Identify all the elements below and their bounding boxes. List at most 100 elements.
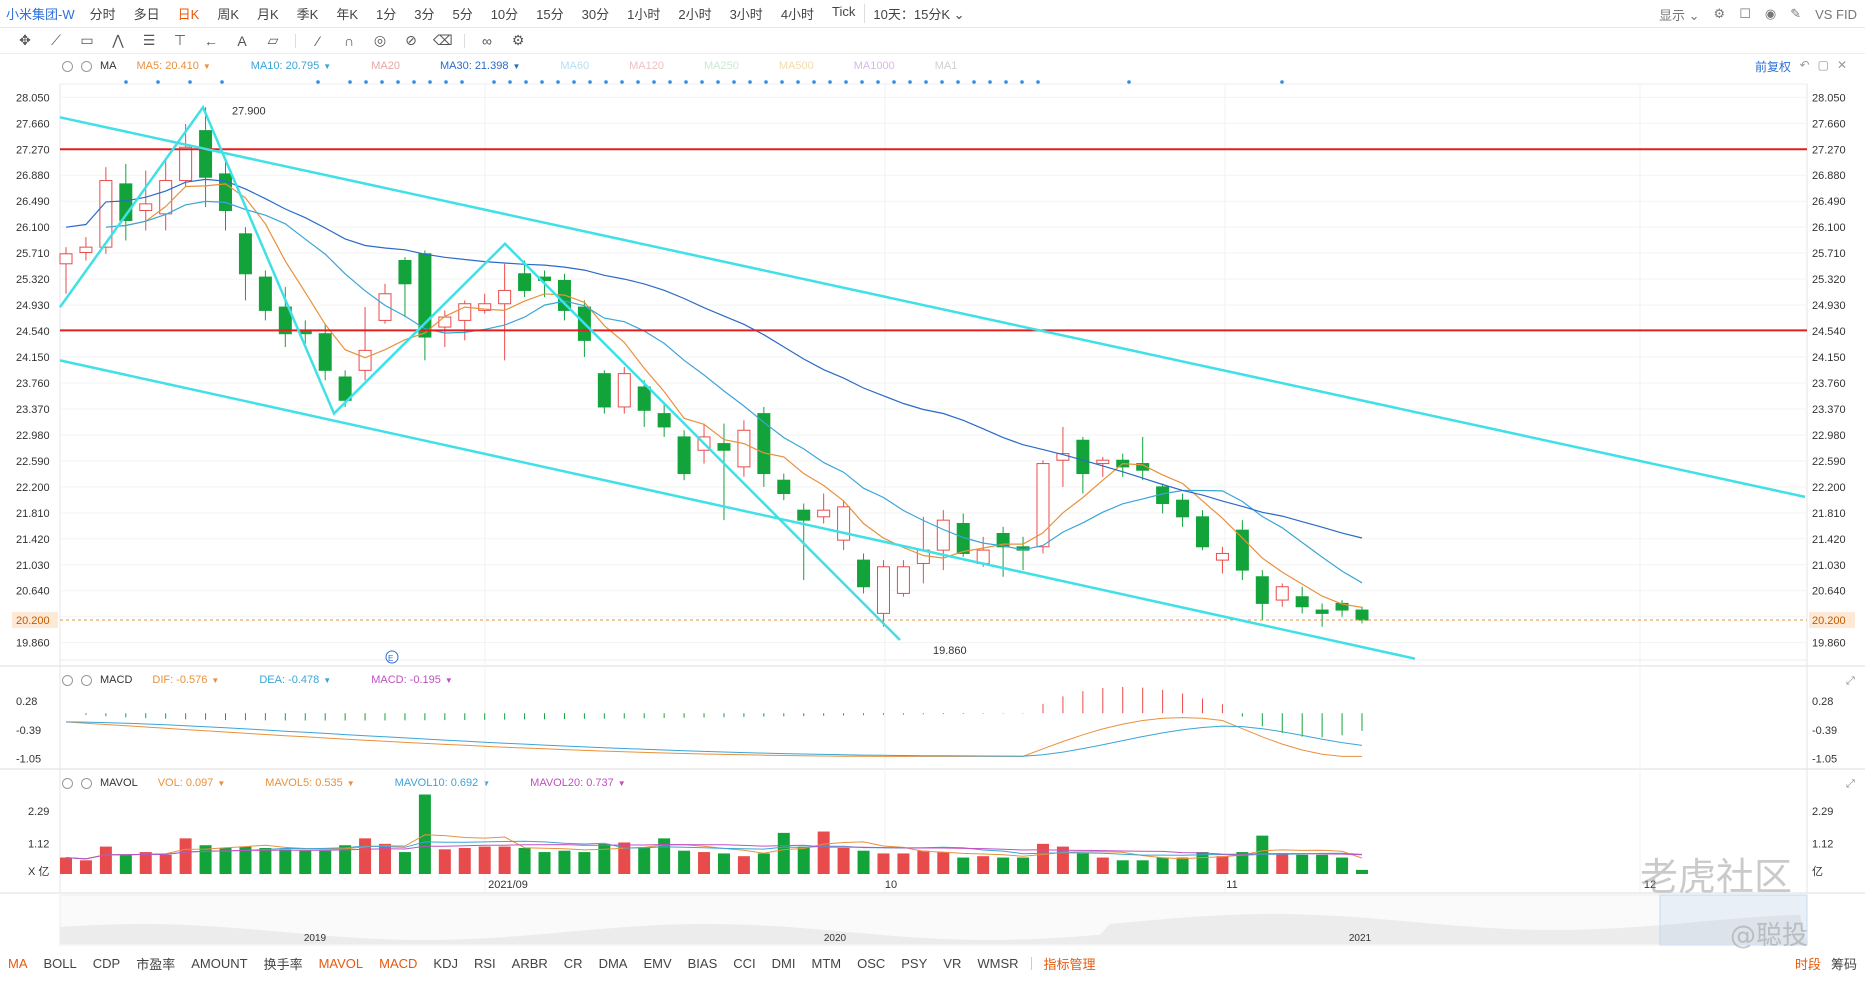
candle-body[interactable] <box>518 273 532 291</box>
measure-icon[interactable]: ⊤ <box>173 32 187 48</box>
magnet-icon[interactable]: ∩ <box>343 32 355 49</box>
indicator-tab[interactable]: WMSR <box>977 955 1019 971</box>
indicator-value[interactable]: MA5: 20.410 ▼ <box>137 60 211 72</box>
event-marker[interactable] <box>385 650 399 664</box>
period-tab[interactable]: 15分 <box>536 7 564 22</box>
indicator-value[interactable]: MA60 <box>560 60 589 72</box>
candle-body[interactable] <box>1355 609 1369 621</box>
indicator-value[interactable]: MAVOL10: 0.692 ▼ <box>395 777 491 789</box>
candle-body[interactable] <box>777 479 791 495</box>
close-icon[interactable] <box>81 60 92 72</box>
indicator-tab[interactable]: DMI <box>771 955 796 971</box>
navigator-window[interactable] <box>1659 894 1808 946</box>
indicator-name[interactable]: MACD <box>100 674 133 686</box>
candle-body[interactable] <box>458 303 472 321</box>
candle-body[interactable] <box>258 276 272 311</box>
indicator-tab[interactable]: VR <box>943 955 962 971</box>
candle-body[interactable] <box>398 259 412 285</box>
candle-body[interactable] <box>219 173 233 212</box>
line-icon[interactable]: ⟋ <box>51 32 61 48</box>
indicator-tab[interactable]: 市盈率 <box>136 956 176 972</box>
candle-body[interactable] <box>1195 516 1209 548</box>
period-tab[interactable]: 日K <box>177 7 200 22</box>
candle-body[interactable] <box>956 522 970 554</box>
candle-body[interactable] <box>438 316 452 328</box>
indicator-tab[interactable]: CR <box>563 955 583 971</box>
indicator-value[interactable]: MA250 <box>704 60 739 72</box>
expand-icon[interactable]: ⤢ <box>1846 675 1855 687</box>
settings-icon[interactable] <box>62 674 73 686</box>
candle-body[interactable] <box>1235 529 1249 571</box>
period-tab[interactable]: 4小时 <box>780 7 815 22</box>
candle-body[interactable] <box>278 306 292 335</box>
candle-body[interactable] <box>857 559 871 588</box>
candle-body[interactable] <box>498 289 512 305</box>
period-tab[interactable]: 年K <box>336 7 358 22</box>
candle-body[interactable] <box>876 566 890 614</box>
period-tab[interactable]: 1分 <box>376 7 397 22</box>
period-tab[interactable]: Tick <box>832 4 856 19</box>
indicator-tab[interactable]: MA <box>8 955 28 971</box>
indicator-tab[interactable]: RSI <box>473 955 496 971</box>
candle-body[interactable] <box>936 519 950 551</box>
indicator-tab[interactable]: DMA <box>598 955 628 971</box>
period-tab[interactable]: 多日 <box>133 7 160 22</box>
display-button[interactable]: 显示 ⌄ <box>1659 7 1700 23</box>
candle-body[interactable] <box>1096 459 1110 465</box>
time-select[interactable]: 10天：15分K ⌄ <box>864 4 972 23</box>
indicator-tab[interactable]: CCI <box>733 955 756 971</box>
period-tab[interactable]: 季K <box>296 7 319 22</box>
indicator-tab[interactable]: AMOUNT <box>191 955 248 971</box>
candle-body[interactable] <box>338 376 352 401</box>
indicator-tab[interactable]: OSC <box>857 955 886 971</box>
gear-icon[interactable]: ⚙ <box>1713 6 1726 21</box>
indicator-tab[interactable]: EMV <box>643 955 672 971</box>
move-icon[interactable]: ✥ <box>19 32 31 48</box>
candle-body[interactable] <box>837 506 851 541</box>
period-tab[interactable]: 1小时 <box>627 7 661 22</box>
candle-body[interactable] <box>59 253 73 265</box>
candle-body[interactable] <box>1255 576 1269 604</box>
indicator-value[interactable]: MA20 <box>371 60 400 72</box>
candle-body[interactable] <box>1215 552 1229 561</box>
stock-title[interactable]: 小米集团-W <box>6 7 75 22</box>
note-icon[interactable]: ▱ <box>267 32 279 48</box>
close-icon[interactable] <box>81 674 92 686</box>
indicator-tab[interactable]: 换手率 <box>263 956 303 972</box>
period-tab[interactable]: 10分 <box>490 7 519 22</box>
delete-icon[interactable]: ⌫ <box>433 32 453 48</box>
rect-icon[interactable]: ▭ <box>80 32 94 48</box>
candle-body[interactable] <box>1036 463 1050 548</box>
window-icon[interactable]: ▢ <box>1817 58 1837 72</box>
indicator-value[interactable]: MA120 <box>629 60 664 72</box>
candle-body[interactable] <box>199 130 213 178</box>
settings-icon[interactable] <box>62 777 73 789</box>
period-tab[interactable]: 周K <box>217 7 239 22</box>
period-tab[interactable]: 分时 <box>89 7 116 22</box>
candle-body[interactable] <box>896 566 910 594</box>
indicator-value[interactable]: MA1000 <box>854 60 895 72</box>
adjust-button[interactable]: 前复权 <box>1754 60 1791 74</box>
period-tab[interactable]: 5分 <box>452 7 473 22</box>
undo-icon[interactable]: ↶ <box>1799 58 1818 72</box>
candle-body[interactable] <box>318 333 332 371</box>
wave-icon[interactable]: ⋀ <box>112 32 124 48</box>
candle-body[interactable] <box>139 203 153 212</box>
candle-body[interactable] <box>817 509 831 518</box>
pen-icon[interactable]: ⁄ <box>316 32 320 49</box>
indicator-value[interactable]: MA10: 20.795 ▼ <box>251 60 331 72</box>
candle-body[interactable] <box>677 436 691 475</box>
candle-body[interactable] <box>179 146 193 182</box>
candle-body[interactable] <box>1335 602 1349 611</box>
text-icon[interactable]: A <box>237 32 247 49</box>
candle-body[interactable] <box>1176 499 1190 518</box>
candle-body[interactable] <box>996 532 1010 548</box>
candle-body[interactable] <box>617 373 631 408</box>
lock-icon[interactable]: ◎ <box>373 32 387 48</box>
candle-body[interactable] <box>657 413 671 428</box>
candle-body[interactable] <box>238 233 252 275</box>
arrow-icon[interactable]: ← <box>204 32 218 49</box>
price-chart[interactable]: 28.050 28.050 27.660 27.660 27.270 27.270 26.8… <box>0 0 1865 948</box>
candle-body[interactable] <box>358 349 372 371</box>
indicator-value[interactable]: VOL: 0.097 ▼ <box>158 777 226 789</box>
